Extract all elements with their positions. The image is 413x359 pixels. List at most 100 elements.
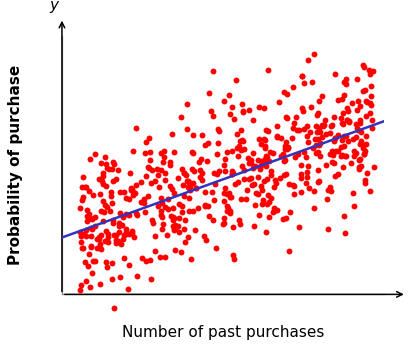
Point <box>175 223 181 229</box>
Point <box>104 204 110 210</box>
Point <box>258 141 265 147</box>
Point <box>316 178 323 184</box>
Point <box>175 201 182 207</box>
Point <box>114 167 121 173</box>
Point <box>104 165 110 171</box>
Point <box>362 177 369 183</box>
Point <box>227 208 234 214</box>
Point <box>208 190 215 195</box>
Point <box>147 257 153 263</box>
Point <box>369 125 376 131</box>
Point <box>298 105 305 111</box>
Point <box>316 125 323 131</box>
Point <box>354 125 361 131</box>
Point <box>304 174 310 180</box>
Point <box>323 162 329 168</box>
Point <box>370 68 377 74</box>
Point <box>349 190 356 196</box>
Point <box>248 160 254 165</box>
Point <box>339 96 345 102</box>
Point <box>85 263 92 269</box>
Point <box>267 172 274 177</box>
Point <box>230 170 236 176</box>
Point <box>192 185 199 191</box>
Point <box>348 160 355 166</box>
Point <box>356 164 363 170</box>
Point <box>256 104 263 109</box>
Point <box>362 141 369 147</box>
Point <box>107 208 113 214</box>
Point <box>353 150 360 155</box>
Point <box>161 148 168 154</box>
Point <box>271 178 278 183</box>
Point <box>226 92 233 98</box>
Point <box>150 220 156 226</box>
Point <box>343 133 349 139</box>
Point <box>165 206 171 212</box>
Point <box>208 108 214 114</box>
Point <box>224 209 230 214</box>
Point <box>335 171 342 177</box>
Point <box>360 151 367 157</box>
Point <box>221 220 228 226</box>
Point <box>320 123 326 129</box>
Point <box>229 148 235 154</box>
Point <box>170 223 176 229</box>
Point <box>181 170 188 176</box>
Point <box>291 121 298 126</box>
Point <box>229 104 235 110</box>
Point <box>196 159 202 165</box>
Point <box>127 185 134 191</box>
Point <box>78 283 85 288</box>
Point <box>270 150 277 156</box>
Point <box>267 149 274 155</box>
Point <box>197 167 204 173</box>
Point <box>119 223 125 228</box>
Point <box>354 107 360 112</box>
Point <box>134 273 140 279</box>
Point <box>108 276 115 282</box>
Point <box>332 135 338 141</box>
Point <box>116 274 123 280</box>
Point <box>159 159 166 165</box>
Point <box>307 129 313 135</box>
Point <box>321 117 328 123</box>
Point <box>298 175 304 181</box>
Point <box>224 191 230 196</box>
Point <box>229 171 235 177</box>
Point <box>356 157 362 163</box>
Point <box>198 156 204 162</box>
Point <box>287 209 293 215</box>
Point <box>228 168 235 174</box>
Point <box>263 127 270 133</box>
Point <box>259 160 266 166</box>
Point <box>328 122 335 127</box>
Point <box>309 79 316 85</box>
Point <box>171 225 177 231</box>
Point <box>297 189 304 195</box>
Point <box>176 229 183 235</box>
Point <box>259 197 266 203</box>
Point <box>240 137 246 143</box>
Point <box>196 174 203 180</box>
Point <box>213 246 219 251</box>
Point <box>102 202 108 208</box>
Point <box>186 182 192 187</box>
Point <box>142 139 149 145</box>
Point <box>248 175 254 181</box>
Point <box>253 190 259 196</box>
Point <box>183 173 189 178</box>
Point <box>171 215 178 221</box>
Point <box>290 182 297 188</box>
Point <box>261 106 268 111</box>
Point <box>250 165 256 171</box>
Point <box>85 188 92 194</box>
Point <box>341 134 348 139</box>
Point <box>356 117 363 122</box>
Point <box>323 196 330 202</box>
Point <box>262 163 269 169</box>
Point <box>299 109 306 115</box>
Point <box>162 254 169 260</box>
Point <box>220 222 226 227</box>
Point <box>283 171 290 177</box>
